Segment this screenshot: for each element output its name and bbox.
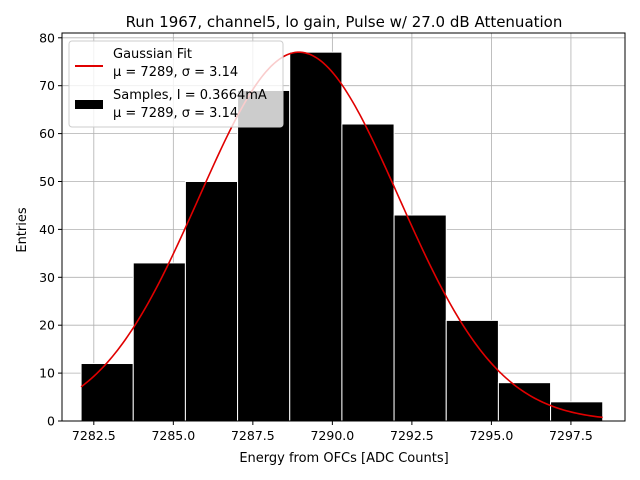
histogram-bars (80, 51, 604, 422)
histogram-bar (132, 262, 186, 422)
histogram-bar (237, 89, 291, 422)
x-tick-label: 7297.5 (549, 428, 593, 443)
y-tick-label: 30 (39, 270, 55, 285)
y-tick-label: 50 (39, 174, 55, 189)
y-tick-label: 0 (47, 414, 55, 429)
y-axis-label: Entries (15, 207, 30, 253)
legend-box (68, 40, 284, 128)
fit-curve-group (80, 51, 603, 419)
x-tick-label: 7287.5 (231, 428, 275, 443)
histogram-bar (184, 180, 239, 422)
histogram-bar (445, 319, 499, 422)
y-tick-label: 10 (39, 366, 55, 381)
y-tick-label: 70 (39, 78, 55, 93)
histogram-bar (550, 401, 604, 422)
legend-histogram-swatch (75, 100, 103, 109)
x-tick-label: 7290.0 (310, 428, 354, 443)
y-tick-label: 20 (39, 318, 55, 333)
plot-frame (61, 32, 626, 422)
chart-title: Run 1967, channel5, lo gain, Pulse w/ 27… (126, 13, 563, 31)
gaussian-fit-curve (80, 51, 603, 419)
x-tick-label: 7282.5 (72, 428, 116, 443)
x-axis-label: Energy from OFCs [ADC Counts] (239, 451, 448, 466)
legend-fit-label: Gaussian Fit (113, 47, 192, 62)
legend-histogram-label: Samples, I = 0.3664mA (113, 88, 267, 103)
x-axis-ticks: 7282.5 7285.0 7287.5 7290.0 7292.5 7295.0 7297… (72, 421, 593, 443)
histogram-bar (289, 51, 343, 422)
y-axis-ticks: 0 10 20 30 40 50 60 70 80 (39, 30, 62, 429)
legend: Gaussian Fit μ = 7289, σ = 3.14 Samples,… (68, 40, 284, 128)
y-tick-label: 40 (39, 222, 55, 237)
x-tick-label: 7295.0 (470, 428, 514, 443)
legend-histogram-stats: μ = 7289, σ = 3.14 (113, 106, 238, 121)
x-tick-label: 7285.0 (151, 428, 195, 443)
histogram-bar (393, 214, 447, 422)
legend-fit-stats: μ = 7289, σ = 3.14 (113, 65, 238, 80)
histogram-bar (80, 363, 134, 422)
x-tick-label: 7292.5 (390, 428, 434, 443)
y-tick-label: 60 (39, 126, 55, 141)
y-tick-label: 80 (39, 30, 55, 45)
